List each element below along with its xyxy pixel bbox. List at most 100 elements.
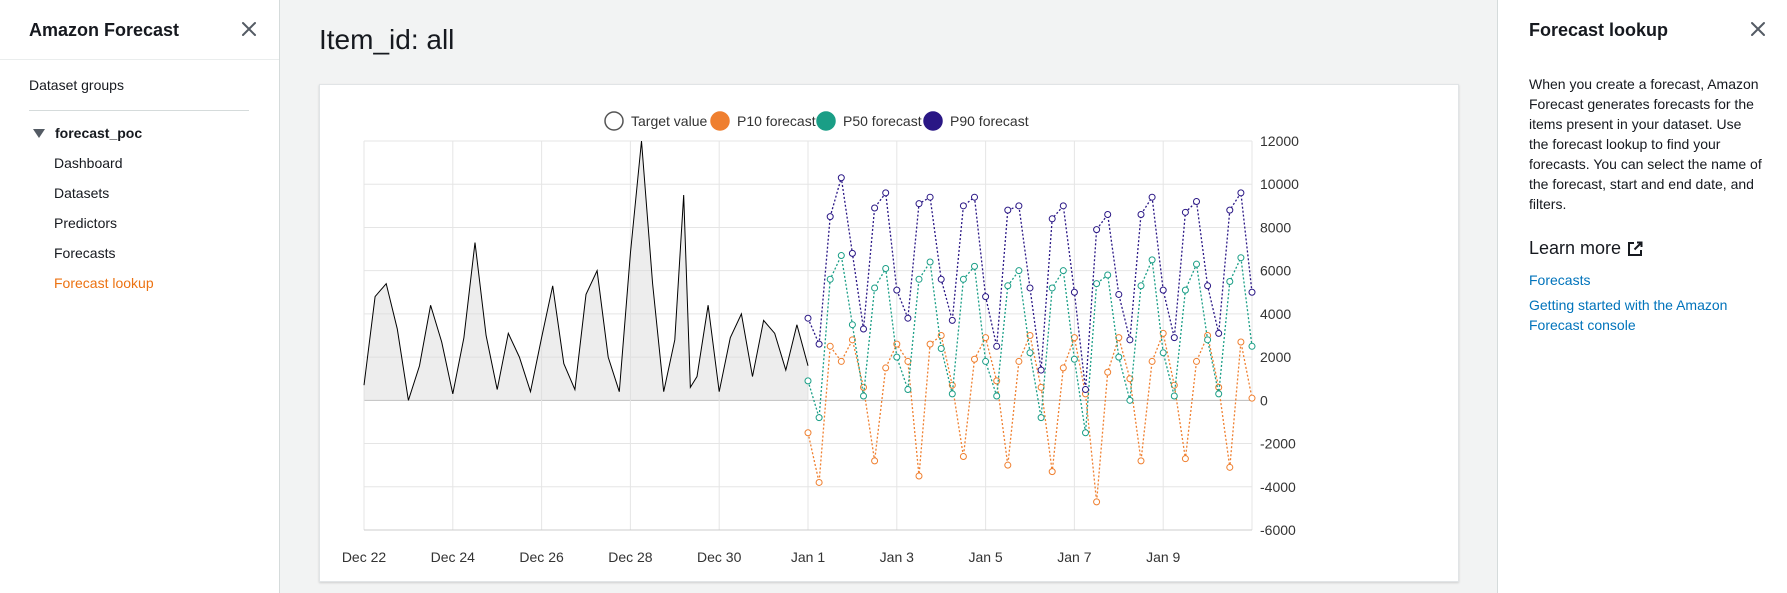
close-nav-icon[interactable] [239,19,259,39]
p50-forecast-point [1137,282,1145,290]
legend-label: P10 forecast [737,113,816,129]
nav-item-datasets[interactable]: Datasets [54,185,110,201]
legend-label: P50 forecast [843,113,922,129]
nav-item-dashboard[interactable]: Dashboard [54,155,123,171]
p90-forecast-point [1115,290,1123,298]
external-link-icon [1628,241,1643,256]
p50-forecast-point [926,258,934,266]
nav-divider [29,110,249,111]
p90-forecast-point [1082,386,1089,394]
p50-forecast-point [1204,336,1212,344]
side-navigation: Amazon Forecast Dataset groups forecast_… [0,0,280,593]
help-panel-title: Forecast lookup [1529,20,1669,40]
nav-header: Amazon Forecast [0,0,279,60]
x-tick-label: Dec 26 [519,549,564,565]
y-tick-label: 12000 [1260,133,1299,149]
p50-forecast-point [993,392,1001,400]
p50-forecast-point [1115,353,1123,361]
x-tick-label: Jan 5 [968,549,1002,565]
p10-forecast-point [1226,463,1234,471]
nav-group-toggle[interactable]: forecast_poc [33,125,142,141]
p90-forecast-point [837,174,845,182]
p50-forecast-point [1059,267,1067,275]
p50-forecast-point [1082,429,1089,437]
p10-forecast-point [1237,338,1245,346]
p50-forecast-point [1237,254,1245,262]
p10-forecast-point [815,478,823,486]
link-getting-started[interactable]: Getting started with the Amazon Forecast… [1529,297,1728,333]
p90-forecast-point [1004,206,1012,214]
nav-item-forecast-lookup[interactable]: Forecast lookup [54,275,154,291]
p90-forecast-point [1193,198,1200,206]
p50-forecast-point [915,275,923,283]
forecast-chart-card: 12000 10000 8000 6000 4000 2000 0 -2000 -4000 -60… [319,84,1459,582]
p10-forecast-point [860,383,867,391]
p90-forecast-point [971,193,978,201]
nav-title: Amazon Forecast [29,20,180,40]
p90-forecast-point [904,314,912,322]
p50-forecast-point [1215,390,1223,398]
p90-forecast-point [1015,202,1023,210]
legend-marker [710,111,730,131]
x-tick-label: Dec 24 [431,549,476,565]
link-forecasts[interactable]: Forecasts [1529,272,1591,288]
p10-forecast-point [1137,457,1145,465]
p90-forecast-point [1070,288,1078,296]
p90-forecast-point [948,316,956,324]
p90-forecast-line [807,177,1253,390]
x-tick-label: Jan 7 [1057,549,1091,565]
p90-forecast-point [848,249,856,257]
p50-forecast-point [1004,282,1012,290]
p10-forecast-point [1093,498,1101,506]
p10-forecast-point [1048,468,1056,476]
target-line [363,140,809,401]
p90-forecast-point [959,202,967,210]
p10-forecast-point [1059,364,1067,372]
y-tick-label: 8000 [1260,219,1291,235]
p90-forecast-point [1148,193,1156,201]
forecast-chart: 12000 10000 8000 6000 4000 2000 0 -2000 -4000 -60… [342,111,1299,565]
p50-forecast-point [848,321,856,329]
close-help-icon[interactable] [1748,19,1768,39]
p10-forecast-point [826,342,834,350]
p50-forecast-line [807,253,1253,433]
p50-forecast-point [1159,349,1167,357]
learn-more-label: Learn more [1529,238,1622,258]
y-tick-label: -2000 [1260,436,1296,452]
p10-forecast-point [1181,455,1189,463]
y-tick-label: -4000 [1260,479,1296,495]
p10-forecast-point [959,453,967,461]
p90-forecast-point [1204,282,1212,290]
p90-forecast-point [1226,206,1234,214]
nav-link-dataset-groups[interactable]: Dataset groups [29,77,124,93]
p90-forecast-point [926,193,934,201]
p10-forecast-point [1193,357,1200,365]
p10-forecast-point [948,381,956,389]
p90-forecast-point [1248,288,1256,296]
x-tick-label: Jan 9 [1146,549,1180,565]
p50-forecast-point [937,344,945,352]
x-tick-label: Dec 22 [342,549,387,565]
p10-forecast-point [971,355,978,363]
p10-forecast-point [871,457,879,465]
p90-forecast-point [1059,202,1067,210]
p10-forecast-point [882,364,890,372]
p10-forecast-point [1004,461,1012,469]
legend-label: Target value [631,113,707,129]
p10-forecast-point [1026,332,1034,339]
p90-forecast-point [804,314,812,322]
nav-item-predictors[interactable]: Predictors [54,215,118,231]
p90-forecast-point [1170,334,1178,342]
y-tick-label: 10000 [1260,176,1299,192]
p90-forecast-point [882,189,890,197]
p90-forecast-point [1126,336,1134,344]
p90-forecast-point [1237,189,1245,197]
p90-forecast-point [860,325,867,333]
legend-marker [816,111,836,131]
legend-label: P90 forecast [950,113,1029,129]
p10-forecast-point [915,472,923,480]
x-tick-label: Dec 28 [608,549,653,565]
nav-item-forecasts[interactable]: Forecasts [54,245,116,261]
help-panel-body: When you create a forecast, Amazon Forec… [1529,76,1762,212]
p90-forecast-point [1181,208,1189,216]
